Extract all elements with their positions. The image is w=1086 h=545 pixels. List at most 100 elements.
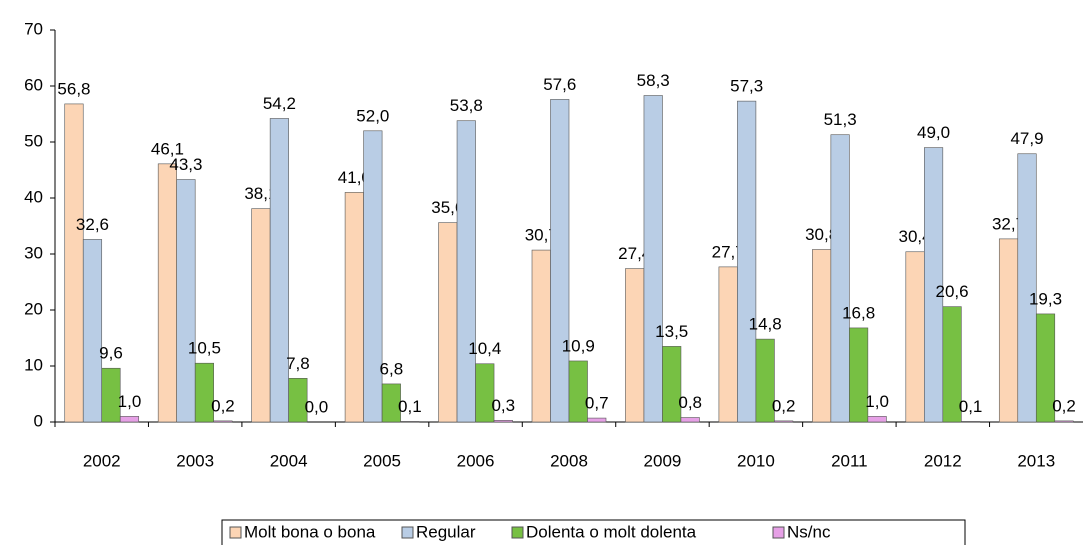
legend-label: Dolenta o molt dolenta bbox=[526, 522, 697, 541]
data-label: 52,0 bbox=[356, 106, 389, 125]
bar bbox=[942, 306, 962, 423]
legend-swatch bbox=[229, 526, 242, 539]
data-label: 0,2 bbox=[772, 396, 796, 415]
data-label: 0,1 bbox=[398, 397, 422, 416]
bar bbox=[867, 416, 887, 423]
bar bbox=[531, 249, 551, 423]
bar bbox=[176, 179, 196, 423]
bar bbox=[961, 421, 981, 423]
legend-label: Molt bona o bona bbox=[244, 522, 376, 541]
legend-label: Ns/nc bbox=[787, 522, 831, 541]
y-tick-label: 30 bbox=[24, 243, 43, 262]
y-tick-label: 40 bbox=[24, 187, 43, 206]
data-label: 0,7 bbox=[585, 394, 609, 413]
bar bbox=[625, 268, 645, 423]
bar bbox=[1017, 153, 1037, 423]
data-label: 7,8 bbox=[286, 354, 310, 373]
bar bbox=[755, 338, 775, 423]
bar bbox=[587, 417, 607, 423]
bar bbox=[662, 346, 682, 423]
data-label: 30,4 bbox=[899, 227, 932, 246]
x-tick-label: 2005 bbox=[363, 451, 401, 470]
y-tick-label: 0 bbox=[34, 411, 43, 430]
bar bbox=[438, 222, 458, 423]
data-label: 13,5 bbox=[655, 322, 688, 341]
x-tick-label: 2013 bbox=[1017, 451, 1055, 470]
bar bbox=[157, 163, 177, 423]
y-tick-label: 10 bbox=[24, 355, 43, 374]
data-label: 30,7 bbox=[525, 226, 558, 245]
x-tick-label: 2012 bbox=[924, 451, 962, 470]
y-tick-label: 60 bbox=[24, 75, 43, 94]
bar bbox=[812, 249, 832, 423]
legend-swatch bbox=[772, 526, 785, 539]
x-tick-label: 2006 bbox=[457, 451, 495, 470]
bar bbox=[774, 420, 794, 423]
data-label: 10,5 bbox=[188, 339, 221, 358]
bar bbox=[344, 192, 364, 423]
data-label: 32,6 bbox=[76, 215, 109, 234]
data-label: 1,0 bbox=[865, 392, 889, 411]
bar bbox=[1035, 313, 1056, 423]
bar bbox=[493, 420, 513, 423]
data-label: 35,6 bbox=[431, 198, 464, 217]
bar bbox=[568, 360, 588, 423]
x-tick-label: 2002 bbox=[83, 451, 121, 470]
data-label: 47,9 bbox=[1010, 129, 1043, 148]
data-label: 9,6 bbox=[99, 344, 123, 363]
bar bbox=[381, 383, 401, 423]
data-label: 53,8 bbox=[450, 96, 483, 115]
data-label: 10,9 bbox=[562, 336, 595, 355]
data-label: 27,7 bbox=[712, 242, 745, 261]
bar bbox=[288, 378, 308, 423]
bar bbox=[737, 100, 757, 423]
x-tick-label: 2008 bbox=[550, 451, 588, 470]
data-label: 41,0 bbox=[338, 168, 371, 187]
x-tick-label: 2009 bbox=[644, 451, 682, 470]
bar bbox=[119, 416, 140, 423]
data-label: 56,8 bbox=[57, 79, 90, 98]
bar bbox=[550, 99, 570, 423]
data-label: 30,8 bbox=[805, 225, 838, 244]
y-tick-label: 20 bbox=[24, 299, 43, 318]
data-label: 16,8 bbox=[842, 303, 875, 322]
bar bbox=[213, 420, 233, 423]
data-label: 58,3 bbox=[637, 71, 670, 90]
data-label: 54,2 bbox=[263, 94, 296, 113]
bar bbox=[830, 134, 850, 423]
x-tick-label: 2003 bbox=[176, 451, 214, 470]
bar bbox=[363, 130, 383, 423]
bar bbox=[905, 251, 925, 423]
bar bbox=[251, 208, 271, 423]
data-label: 32,7 bbox=[992, 214, 1025, 233]
bar bbox=[849, 327, 869, 423]
data-label: 49,0 bbox=[917, 123, 950, 142]
bar bbox=[101, 367, 121, 423]
legend-swatch bbox=[511, 526, 524, 539]
x-tick-label: 2004 bbox=[270, 451, 308, 470]
bar bbox=[82, 239, 103, 423]
y-tick-label: 50 bbox=[24, 131, 43, 150]
data-label: 0,2 bbox=[1052, 396, 1076, 415]
data-label: 0,0 bbox=[305, 397, 329, 416]
data-label: 46,1 bbox=[151, 139, 184, 158]
data-label: 57,6 bbox=[543, 75, 576, 94]
data-label: 6,8 bbox=[380, 359, 404, 378]
bar bbox=[64, 103, 84, 423]
legend-box bbox=[221, 519, 966, 545]
bar bbox=[269, 118, 289, 423]
data-label: 57,3 bbox=[730, 77, 763, 96]
data-label: 1,0 bbox=[118, 392, 142, 411]
bar bbox=[400, 421, 420, 423]
bar bbox=[680, 417, 700, 423]
data-label: 43,3 bbox=[169, 155, 202, 174]
data-label: 38,1 bbox=[244, 184, 277, 203]
x-tick-label: 2011 bbox=[831, 451, 868, 470]
y-tick-label: 70 bbox=[24, 19, 43, 38]
bar bbox=[1054, 420, 1074, 423]
data-label: 0,8 bbox=[678, 393, 702, 412]
data-label: 20,6 bbox=[936, 282, 969, 301]
data-label: 10,4 bbox=[468, 339, 501, 358]
data-label: 0,3 bbox=[491, 396, 515, 415]
bar bbox=[998, 238, 1019, 423]
